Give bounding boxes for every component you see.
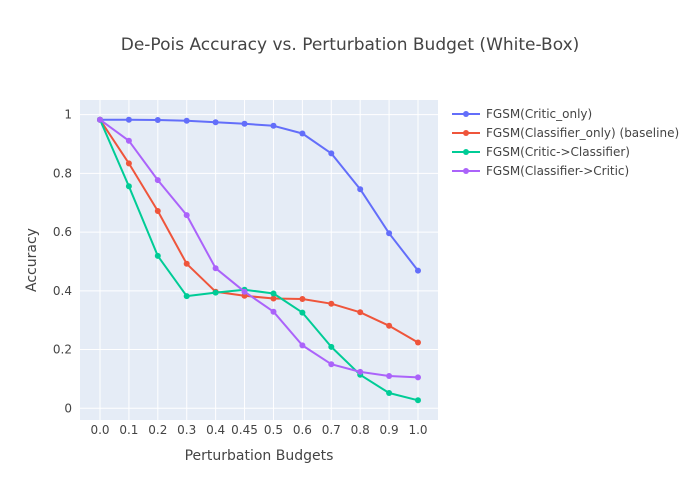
x-tick-label: 0.6 [293,423,312,437]
data-point [270,308,277,315]
x-tick-label: 0.4 [206,423,225,437]
data-point [241,288,248,295]
legend-item[interactable]: FGSM(Classifier_only) (baseline) [452,126,679,140]
series-line [99,119,419,402]
data-point [270,290,277,297]
x-tick-label: 0.0 [90,423,109,437]
data-point [415,339,421,346]
legend-label: FGSM(Critic_only) [486,107,592,121]
legend-item[interactable]: FGSM(Critic->Classifier) [452,145,630,159]
data-point [125,116,132,123]
legend-swatch-marker [463,111,469,117]
data-point [154,177,161,184]
series-3 [97,116,421,381]
data-point [328,361,335,368]
series-line [100,118,419,272]
data-point [357,186,364,193]
x-tick-label: 1.0 [408,423,427,437]
data-point [299,342,306,349]
data-point [212,119,219,126]
series-group [97,116,421,404]
chart-title: De-Pois Accuracy vs. Perturbation Budget… [121,35,580,55]
data-point [328,300,335,307]
y-tick-label: 0.8 [53,166,72,180]
y-tick-label: 0.2 [53,343,72,357]
legend-label: FGSM(Critic->Classifier) [486,145,630,159]
data-point [357,368,364,375]
x-tick-label: 0.9 [380,423,399,437]
y-tick-label: 0 [64,401,72,415]
x-tick-label: 0.7 [322,423,341,437]
data-point [386,390,393,396]
data-point [270,295,277,302]
data-point [386,373,393,379]
legend-item[interactable]: FGSM(Classifier->Critic) [452,164,629,178]
data-point [154,252,161,259]
x-tick-label: 0.1 [119,423,138,437]
data-point [415,267,421,274]
x-tick-label: 0.45 [231,423,258,437]
data-point [328,343,335,350]
legend-label: FGSM(Classifier->Critic) [486,164,629,178]
data-point [415,374,421,381]
x-tick-label: 0.3 [177,423,196,437]
data-point [270,122,277,129]
legend[interactable]: FGSM(Critic_only) FGSM(Classifier_only) (… [452,107,679,178]
data-point [299,309,306,316]
data-point [328,150,335,157]
data-point [299,296,306,302]
x-tick-label: 0.8 [351,423,370,437]
data-point [125,137,132,144]
data-point [125,160,132,167]
legend-swatch-marker [463,130,469,136]
data-point [154,117,161,123]
series-line [99,118,419,379]
x-tick-label: 0.2 [148,423,167,437]
data-point [299,130,306,137]
legend-label: FGSM(Classifier_only) (baseline) [486,126,679,140]
data-point [357,309,364,316]
data-point [415,397,421,404]
data-point [212,265,219,272]
x-tick-label: 0.5 [264,423,283,437]
y-tick-label: 1 [64,108,72,122]
x-axis-title: Perturbation Budgets [185,448,334,464]
plot-area [80,100,438,420]
data-point [183,293,190,300]
y-axis-title: Accuracy [24,228,40,292]
legend-item[interactable]: FGSM(Critic_only) [452,107,592,121]
data-point [386,230,393,237]
data-point [183,212,190,219]
data-point [183,117,190,124]
legend-swatch-marker [463,149,469,155]
series-line [99,119,419,344]
data-point [386,322,393,329]
data-point [183,260,190,267]
x-axis-ticks: 0.0 0.1 0.2 0.3 0.4 0.45 0.5 0.6 0.7 0.8 0.9 1.0 [90,423,427,437]
data-point [241,120,248,127]
y-axis-ticks: 0 0.2 0.4 0.6 0.8 1 [53,108,72,416]
data-point [241,292,248,299]
data-point [154,208,161,214]
data-point [125,183,132,190]
data-point [212,289,219,296]
data-point [97,116,103,123]
y-tick-label: 0.6 [53,225,72,239]
legend-swatch-marker [463,168,469,174]
y-tick-label: 0.4 [53,284,72,298]
